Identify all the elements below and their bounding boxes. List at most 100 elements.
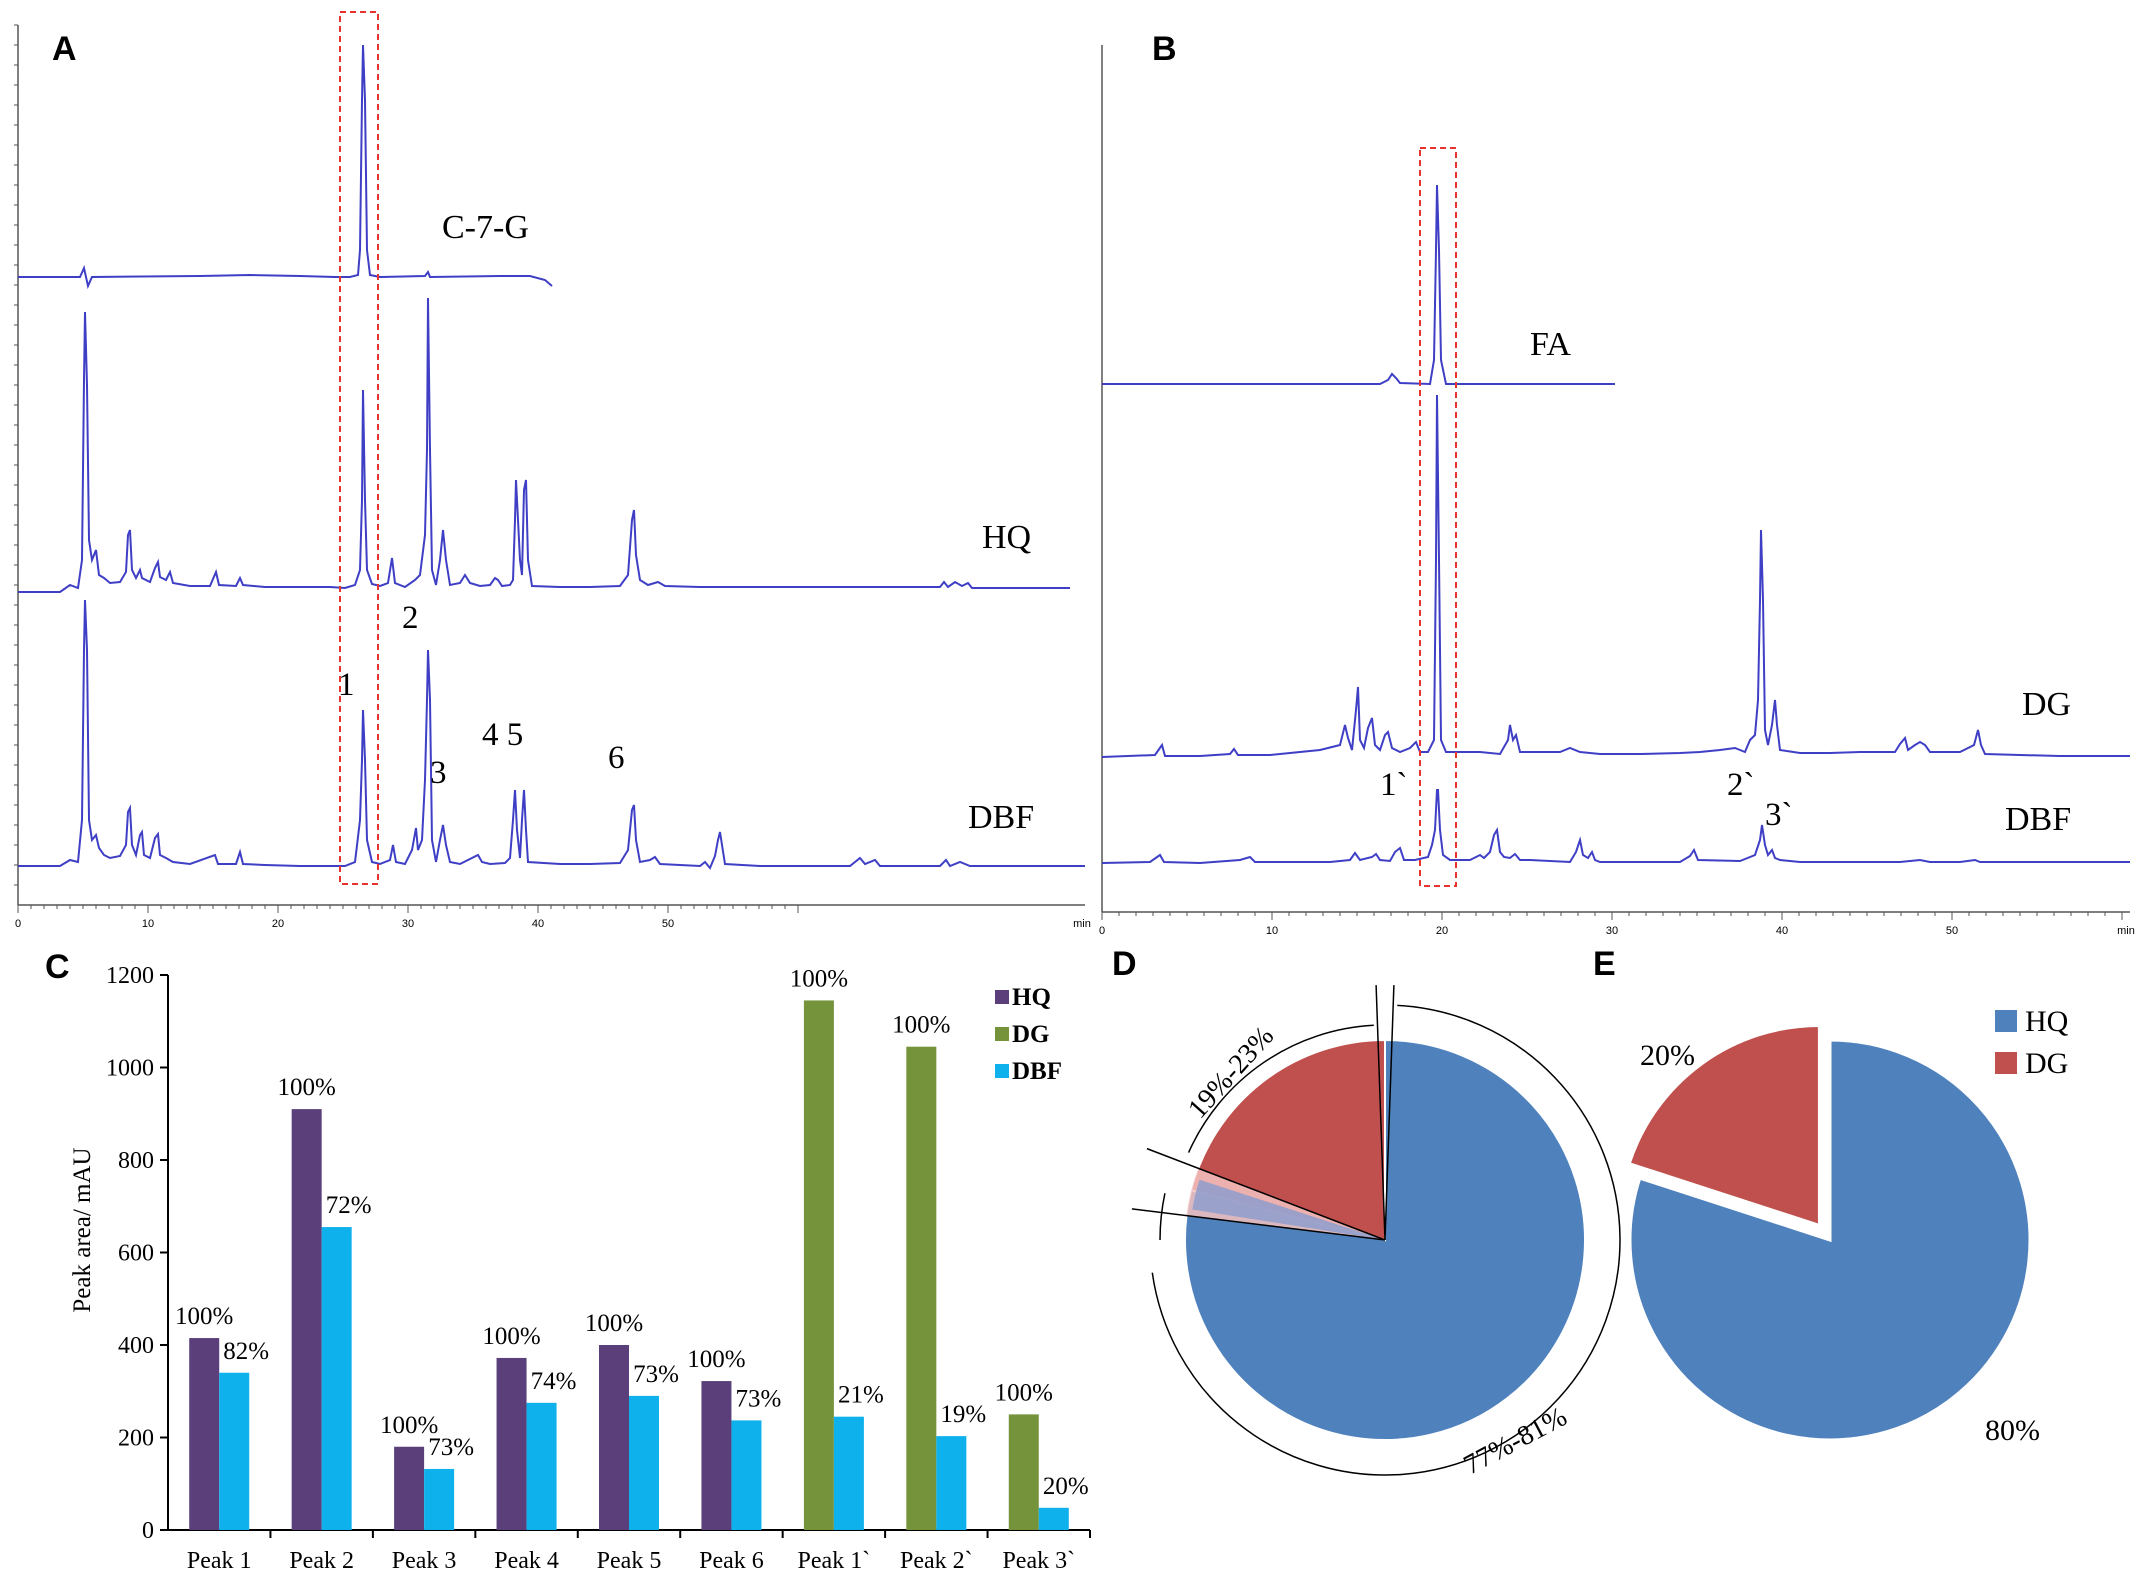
panel-a-x-ticks: 0 10 20 30 40 50 min [15, 905, 1091, 930]
hq-trace [18, 297, 1070, 593]
pie-d-guide-line [1131, 1208, 1386, 1241]
panel-b: B 0 10 20 30 40 50 min FA DG DBF 1` 2` 3` [1099, 30, 2135, 937]
dbf-label-b: DBF [2005, 801, 2071, 838]
bar-value-label: 21% [838, 1382, 884, 1409]
bar-value-label: 100% [687, 1346, 745, 1373]
bar-dbf [731, 1420, 762, 1530]
x-tick-label: 20 [1436, 925, 1448, 937]
bar-category-label: Peak 4 [494, 1548, 559, 1574]
peak-label-3prime: 3` [1765, 797, 1793, 833]
bar-y-tick-label: 400 [118, 1333, 154, 1359]
bar-category-label: Peak 5 [597, 1548, 662, 1574]
bar-hq [394, 1446, 425, 1530]
bar-value-label: 82% [223, 1338, 269, 1365]
pie-d: 19%-23%77%-81% [1131, 985, 1621, 1481]
bar-hq [701, 1381, 732, 1530]
bar-dbf [219, 1372, 250, 1530]
bar-marks: 100%82%100%72%100%73%100%74%100%73%100%7… [175, 965, 1089, 1530]
bar-value-label: 100% [892, 1012, 950, 1039]
bar-dbf [833, 1416, 864, 1530]
bar-value-label: 73% [736, 1385, 782, 1412]
panel-c-letter: C [45, 948, 70, 986]
bar-value-label: 100% [482, 1323, 540, 1350]
peak-label-6: 6 [608, 740, 625, 776]
dbf-trace-a [18, 599, 1085, 870]
bar-category-label: Peak 3 [392, 1548, 457, 1574]
bar-x-axis: Peak 1 Peak 2 Peak 3 Peak 4 Peak 5 Peak 6 Peak… [168, 1529, 1091, 1574]
x-tick-label: 10 [1266, 925, 1278, 937]
x-tick-label: 50 [1946, 925, 1958, 937]
x-unit-label: min [1073, 918, 1091, 930]
panel-a-y-ticks [14, 24, 18, 886]
bar-category-label: Peak 1` [798, 1548, 871, 1574]
peak-label-2: 2 [402, 600, 419, 636]
hq-label: HQ [982, 519, 1031, 556]
dg-label: DG [2022, 686, 2071, 723]
bar-legend-swatch [995, 1064, 1009, 1078]
bar-y-axis: 0 200 400 600 800 1000 1200 [106, 963, 169, 1544]
bar-value-label: 72% [326, 1192, 372, 1219]
x-tick-label: 40 [532, 918, 544, 930]
x-tick-label: 30 [402, 918, 414, 930]
pie-d-dg-range-arc [1187, 1024, 1374, 1153]
bar-value-label: 100% [995, 1379, 1053, 1406]
bar-y-tick-label: 800 [118, 1148, 154, 1174]
peak-label-1prime: 1` [1380, 767, 1408, 803]
bar-dg [803, 1000, 834, 1530]
bar-value-label: 100% [585, 1310, 643, 1337]
x-unit-label: min [2117, 925, 2135, 937]
bar-value-label: 100% [790, 965, 848, 992]
pie-e-legend-hq: HQ [2025, 1005, 2069, 1038]
panel-a-letter: A [52, 30, 77, 68]
pie-e-slice-hq [1628, 1038, 2032, 1442]
panel-e-letter: E [1593, 945, 1616, 983]
x-tick-label: 0 [15, 918, 21, 930]
pie-d-guide-line [1384, 985, 1395, 1241]
bar-value-label: 73% [633, 1361, 679, 1388]
x-tick-label: 20 [272, 918, 284, 930]
bar-hq [496, 1357, 527, 1530]
x-tick-label: 40 [1776, 925, 1788, 937]
bar-value-label: 74% [531, 1368, 577, 1395]
bar-category-label: Peak 2 [289, 1548, 354, 1574]
dbf-trace-b [1101, 789, 2130, 865]
x-tick-label: 50 [662, 918, 674, 930]
bar-dbf [629, 1395, 659, 1530]
bar-dbf [936, 1436, 967, 1530]
pie-e: 80% 20% [1627, 1023, 2040, 1447]
bar-y-tick-label: 1200 [106, 963, 154, 989]
bar-hq [189, 1338, 220, 1530]
bar-y-tick-label: 1000 [106, 1056, 154, 1082]
bar-y-tick-label: 200 [118, 1426, 154, 1452]
c7g-label: C-7-G [442, 209, 529, 246]
pie-e-slice-dg [1627, 1023, 1821, 1228]
panel-e: E 80% 20% HQ DG [1593, 945, 2069, 1447]
pie-e-legend-dg: DG [2025, 1047, 2068, 1080]
peak-label-3: 3 [430, 755, 447, 791]
bar-value-label: 19% [940, 1401, 986, 1428]
bar-category-label: Peak 3` [1002, 1548, 1075, 1574]
bar-dg [1008, 1414, 1039, 1530]
bar-hq [599, 1345, 629, 1530]
pie-d-guide-line [1146, 1147, 1386, 1241]
fa-label: FA [1530, 326, 1571, 363]
peak-label-1: 1 [338, 667, 355, 703]
bar-hq [291, 1109, 322, 1530]
bar-category-label: Peak 6 [699, 1548, 764, 1574]
panel-b-x-ticks: 0 10 20 30 40 50 min [1099, 912, 2135, 937]
peak-label-2prime: 2` [1727, 767, 1755, 803]
bar-value-label: 100% [175, 1303, 233, 1330]
bar-value-label: 20% [1043, 1473, 1089, 1500]
highlight-box-b [1419, 147, 1457, 887]
bar-value-label: 73% [428, 1434, 474, 1461]
bar-dbf [1038, 1507, 1069, 1530]
pie-e-legend-hq-swatch [1995, 1010, 2017, 1032]
pie-e-label-dg: 20% [1640, 1039, 1695, 1072]
panel-d-letter: D [1112, 945, 1137, 983]
bar-dbf [424, 1468, 455, 1530]
dg-trace [1101, 394, 2130, 758]
bar-value-label: 100% [380, 1412, 438, 1439]
bar-y-tick-label: 600 [118, 1241, 154, 1267]
bar-dbf [321, 1227, 352, 1530]
